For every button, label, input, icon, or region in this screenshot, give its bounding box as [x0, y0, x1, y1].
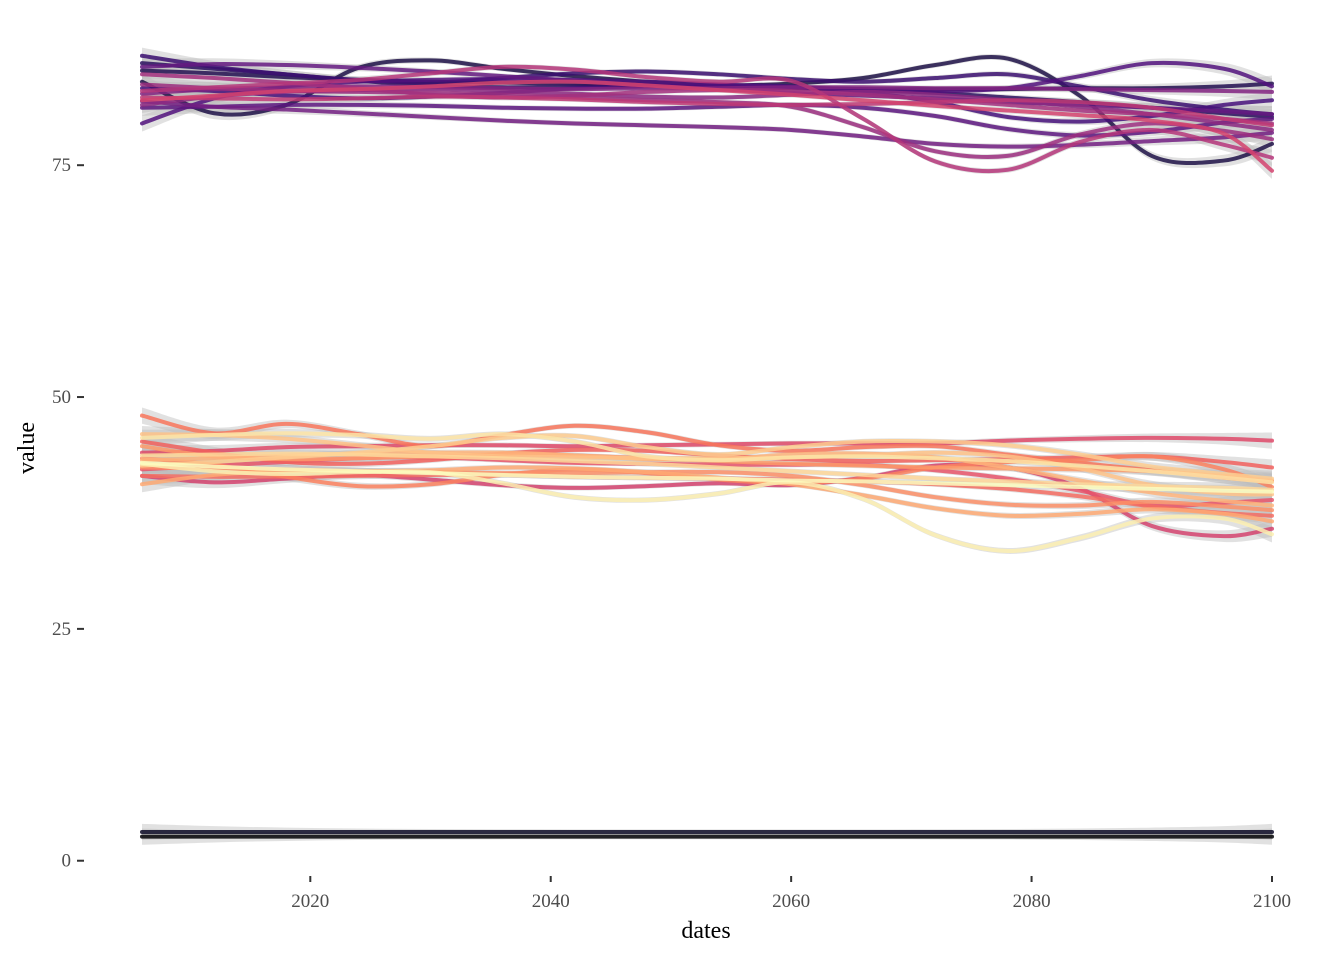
x-tick-label: 2060 — [772, 891, 810, 912]
y-axis: 0 25 50 75 — [52, 155, 84, 872]
series-line — [140, 99, 1274, 149]
series-line — [140, 460, 1274, 494]
series-band — [142, 93, 1272, 150]
x-axis: 2020 2040 2060 2080 2100 — [291, 876, 1291, 912]
y-tick-label: 50 — [52, 387, 71, 408]
y-tick-label: 25 — [52, 619, 71, 640]
series-line — [140, 64, 1274, 174]
x-tick-label: 2100 — [1253, 891, 1291, 912]
x-tick-label: 2040 — [532, 891, 570, 912]
x-tick-label: 2020 — [291, 891, 329, 912]
y-tick-label: 75 — [52, 155, 71, 176]
x-axis-title: dates — [681, 918, 730, 944]
series-band — [142, 461, 1272, 543]
series-line — [140, 102, 1274, 138]
series-line — [140, 431, 1274, 485]
y-tick-label: 0 — [62, 851, 72, 872]
series-line — [140, 461, 1274, 553]
series-line — [140, 94, 1274, 128]
series-lines — [140, 53, 1274, 839]
series-line — [140, 451, 1274, 492]
series-band — [142, 58, 1272, 132]
series-line — [140, 413, 1274, 484]
y-axis-title: value — [14, 422, 40, 474]
x-tick-label: 2080 — [1013, 891, 1051, 912]
series-line — [140, 79, 1274, 173]
